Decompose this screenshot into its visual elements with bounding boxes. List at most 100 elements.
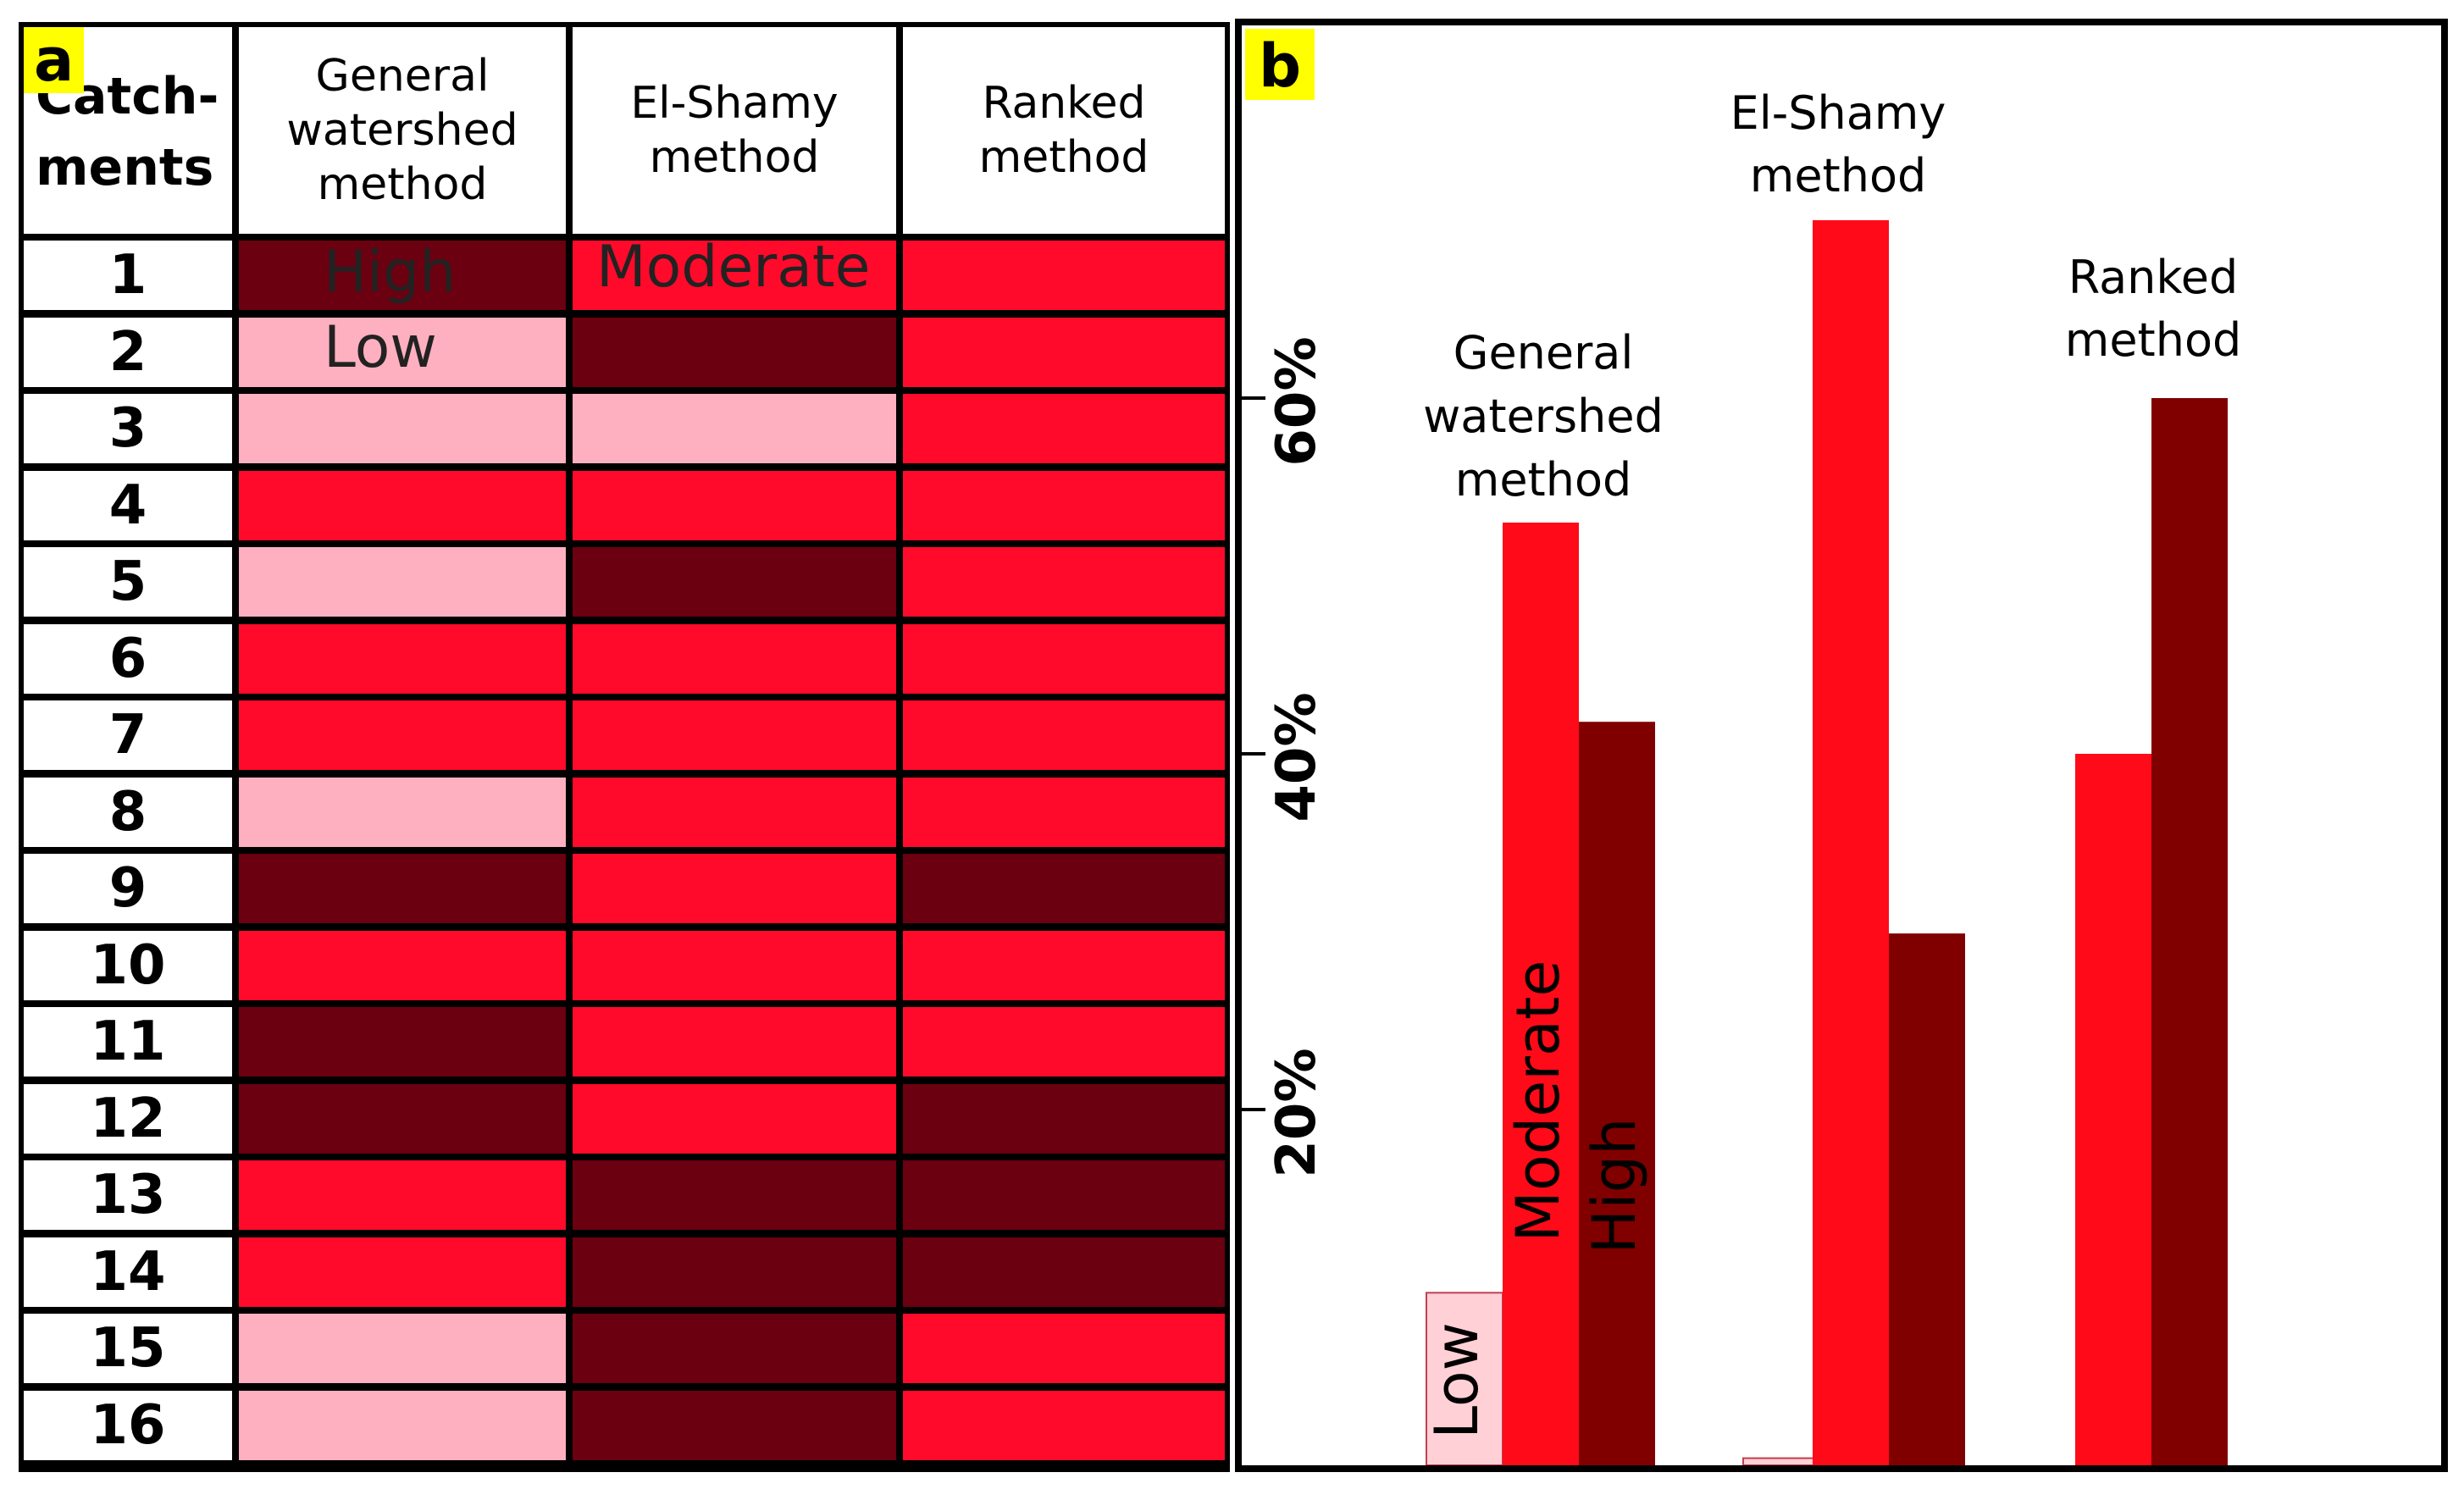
header-elshamy: El-Shamy method (573, 27, 896, 234)
level-cell-elshamy (573, 1007, 896, 1077)
panel-b-tag-bg (1245, 29, 1315, 100)
level-cell-elshamy (573, 1314, 896, 1383)
category-label-elshamy: method (1750, 149, 1927, 202)
catchment-table: Catch-ments General watershed method El-Sham… (19, 22, 1230, 1472)
chart-canvas: 20% 40% 60% Low Moderate High General watershed… (1242, 29, 2242, 1465)
header-ranked-line: Ranked (982, 78, 1146, 129)
level-cell-general (239, 777, 566, 847)
level-cell-ranked (903, 241, 1225, 310)
level-cell-elshamy (573, 1390, 896, 1460)
level-cell-general (239, 470, 566, 540)
category-label-elshamy: El-Shamy (1730, 86, 1946, 140)
level-cell-elshamy (573, 930, 896, 1000)
catchment-number: 11 (24, 1007, 232, 1077)
level-cell-ranked (903, 1314, 1225, 1383)
level-cell-general (239, 1314, 566, 1383)
header-general-line: watershed (286, 105, 518, 156)
level-cell-ranked (903, 1007, 1225, 1077)
catchment-number: 8 (24, 777, 232, 847)
level-cell-elshamy (573, 1083, 896, 1154)
catchment-number: 7 (24, 700, 232, 770)
level-cell-ranked (903, 317, 1225, 387)
header-elshamy-line: El-Shamy (630, 78, 839, 129)
level-label-moderate: Moderate (596, 234, 871, 301)
panel-b-tag: b (1259, 31, 1301, 101)
bar-high-elshamy (1889, 933, 1965, 1465)
level-cell-general (239, 1237, 566, 1307)
catchment-number: 12 (24, 1083, 232, 1154)
level-cell-ranked (903, 623, 1225, 694)
level-cell-elshamy (573, 241, 896, 310)
level-cell-general (239, 930, 566, 1000)
level-label-high: High (324, 239, 457, 306)
catchment-number: 9 (24, 854, 232, 923)
level-cell-elshamy (573, 470, 896, 540)
bar-high-ranked (2151, 398, 2228, 1465)
catchment-number: 13 (24, 1160, 232, 1230)
level-cell-general (239, 241, 566, 310)
header-ranked: Ranked method (903, 27, 1225, 234)
category-label-ranked: method (2065, 313, 2242, 367)
level-cell-ranked (903, 930, 1225, 1000)
level-cell-ranked (903, 1160, 1225, 1230)
catchment-number: 16 (24, 1390, 232, 1460)
level-cell-elshamy (573, 394, 896, 463)
category-label-ranked: Ranked (2068, 251, 2239, 304)
level-cell-ranked (903, 470, 1225, 540)
header-catchments-line: ments (36, 138, 214, 197)
category-label-general: watershed (1423, 390, 1664, 443)
level-cell-general (239, 1390, 566, 1460)
header-general-line: General (315, 51, 490, 102)
series-label-high: High (1580, 1118, 1649, 1254)
level-cell-general (239, 394, 566, 463)
header-elshamy-line: method (649, 132, 820, 183)
header-ranked-line: method (978, 132, 1149, 183)
level-cell-elshamy (573, 1160, 896, 1230)
catchment-number: 1 (24, 241, 232, 310)
level-cell-general (239, 700, 566, 770)
catchment-number: 6 (24, 623, 232, 694)
level-cell-ranked (903, 777, 1225, 847)
catchment-number: 10 (24, 930, 232, 1000)
category-label-general: General (1453, 326, 1634, 379)
level-cell-general (239, 1083, 566, 1154)
series-label-moderate: Moderate (1503, 960, 1573, 1243)
level-cell-elshamy (573, 623, 896, 694)
level-cell-elshamy (573, 317, 896, 387)
bar-high-general (1579, 722, 1655, 1465)
y-tick-label: 20% (1265, 1048, 1328, 1177)
level-cell-elshamy (573, 777, 896, 847)
level-cell-ranked (903, 1390, 1225, 1460)
level-cell-elshamy (573, 1237, 896, 1307)
bar-moderate-ranked (2075, 754, 2151, 1465)
level-cell-general (239, 623, 566, 694)
level-cell-ranked (903, 854, 1225, 923)
level-cell-elshamy (573, 547, 896, 617)
catchment-number: 5 (24, 547, 232, 617)
level-cell-ranked (903, 394, 1225, 463)
level-cell-elshamy (573, 700, 896, 770)
bar-moderate-elshamy (1813, 220, 1889, 1465)
category-label-general: method (1455, 453, 1632, 506)
panel-a-tag: a (24, 27, 85, 93)
level-cell-ranked (903, 1237, 1225, 1307)
header-general-line: method (317, 159, 488, 210)
level-cell-general (239, 317, 566, 387)
level-cell-ranked (903, 547, 1225, 617)
header-catchments: Catch-ments (24, 27, 232, 234)
catchment-number: 14 (24, 1237, 232, 1307)
catchment-number: 3 (24, 394, 232, 463)
level-cell-elshamy (573, 854, 896, 923)
catchment-number: 4 (24, 470, 232, 540)
level-cell-general (239, 1160, 566, 1230)
level-cell-general (239, 854, 566, 923)
level-cell-general (239, 547, 566, 617)
bar-moderate-general (1503, 523, 1579, 1465)
level-cell-ranked (903, 1083, 1225, 1154)
header-general: General watershed method (239, 27, 566, 234)
percentage-bar-chart: 20% 40% 60% Low Moderate High General watershed… (1235, 19, 2448, 1472)
y-tick-label: 40% (1265, 692, 1328, 822)
level-label-low: Low (324, 313, 437, 381)
level-cell-general (239, 1007, 566, 1077)
catchment-number: 15 (24, 1314, 232, 1383)
